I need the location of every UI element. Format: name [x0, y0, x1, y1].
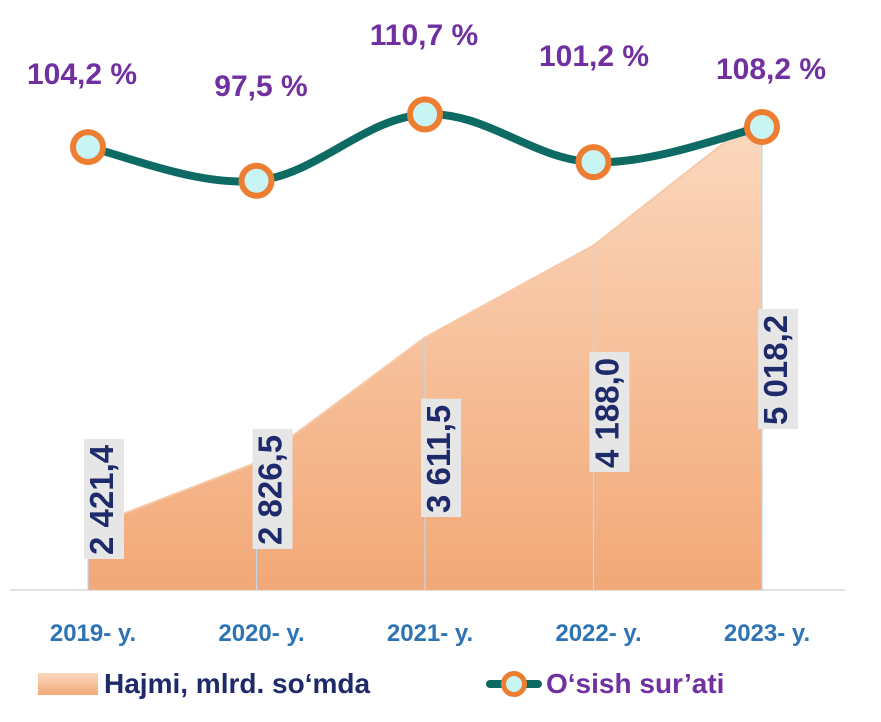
legend-item-volume: Hajmi, mlrd. so‘mda: [38, 668, 370, 700]
x-tick-label: 2020- y.: [218, 620, 304, 647]
legend-item-growth: O‘sish sur’ati: [486, 668, 724, 700]
volume-value: 4 188,0: [589, 358, 626, 468]
volume-label-box: [589, 351, 630, 472]
x-tick-label: 2021- y.: [387, 620, 473, 647]
growth-value: 101,2 %: [539, 40, 649, 73]
growth-value: 110,7 %: [370, 19, 478, 52]
volume-label: 5 018,2: [757, 308, 798, 429]
volume-label: 3 611,5: [420, 398, 461, 517]
x-tick-label: 2022- y.: [555, 620, 641, 647]
legend-swatch-line: [486, 669, 542, 699]
growth-marker: [70, 129, 106, 166]
volume-value: 2 421,4: [83, 444, 120, 555]
x-tick-label: 2023- y.: [724, 620, 810, 647]
volume-value: 3 611,5: [420, 405, 457, 513]
growth-value: 104,2 %: [27, 58, 137, 91]
growth-marker: [744, 108, 780, 145]
growth-value: 97,5 %: [214, 70, 307, 103]
legend-label-volume: Hajmi, mlrd. so‘mda: [104, 668, 371, 699]
volume-label-box: [421, 398, 461, 517]
legend-label-growth: O‘sish sur’ati: [546, 668, 725, 699]
chart-plot: 2 421,4 2 826,5 3 611,5 4 188,0 5 018,2 104,2…: [10, 19, 845, 647]
legend-swatch-area: [38, 673, 98, 695]
growth-marker: [238, 162, 275, 199]
volume-value: 5 018,2: [757, 315, 794, 425]
volume-value: 2 826,5: [252, 435, 289, 545]
volume-label-box: [758, 308, 798, 429]
volume-label-box: [84, 438, 124, 559]
volume-label: 2 421,4: [83, 438, 124, 559]
volume-label: 4 188,0: [589, 351, 630, 472]
growth-value: 108,2 %: [716, 53, 826, 86]
volume-label-box: [252, 428, 293, 549]
growth-marker: [407, 96, 443, 133]
growth-marker: [575, 144, 612, 181]
x-tick-label: 2019- y.: [50, 620, 136, 647]
legend: Hajmi, mlrd. so‘mda O‘sish sur’ati: [0, 662, 881, 722]
volume-label: 2 826,5: [252, 428, 293, 549]
